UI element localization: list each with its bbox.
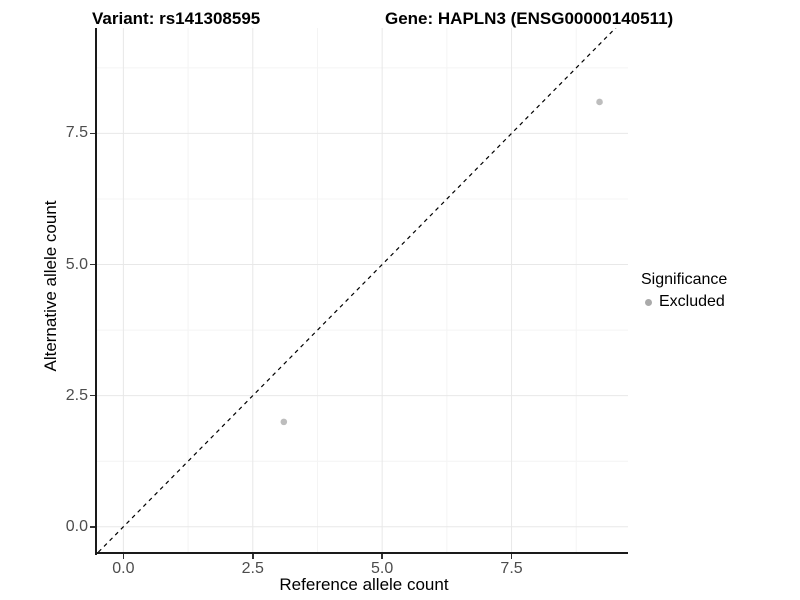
y-tick-label: 7.5 bbox=[65, 124, 88, 142]
y-tick-mark bbox=[90, 526, 95, 528]
y-tick-mark bbox=[90, 132, 95, 135]
y-axis-line bbox=[95, 28, 97, 555]
legend-item-excluded: Excluded bbox=[641, 292, 727, 312]
x-tick-mark bbox=[122, 554, 125, 559]
y-tick-label: 0.0 bbox=[65, 517, 88, 535]
plot-panel bbox=[97, 28, 628, 553]
y-tick-mark bbox=[90, 394, 95, 397]
y-axis-title: Alternative allele count bbox=[41, 200, 60, 372]
x-tick-mark bbox=[252, 554, 254, 559]
y-tick-label: 5.0 bbox=[65, 255, 88, 273]
y-tick-label: 2.5 bbox=[65, 386, 88, 404]
x-tick-label: 2.5 bbox=[241, 560, 264, 577]
x-axis-line bbox=[95, 552, 628, 554]
x-tick-label: 0.0 bbox=[112, 560, 135, 577]
y-tick-mark bbox=[90, 263, 95, 266]
plot-canvas bbox=[97, 28, 628, 553]
x-tick-label: 5.0 bbox=[371, 560, 394, 577]
x-tick-label: 7.5 bbox=[500, 560, 523, 577]
legend: Significance Excluded bbox=[641, 270, 727, 312]
legend-item-label: Excluded bbox=[659, 293, 725, 310]
x-tick-mark bbox=[381, 554, 383, 559]
x-axis-title: Reference allele count bbox=[279, 575, 449, 594]
legend-title: Significance bbox=[641, 271, 728, 288]
x-tick-mark bbox=[510, 554, 513, 559]
excluded-marker-icon bbox=[645, 298, 652, 306]
plot-title-variant: Variant: rs141308595 bbox=[92, 9, 261, 28]
plot-title-gene: Gene: HAPLN3 (ENSG00000140511) bbox=[385, 9, 674, 28]
